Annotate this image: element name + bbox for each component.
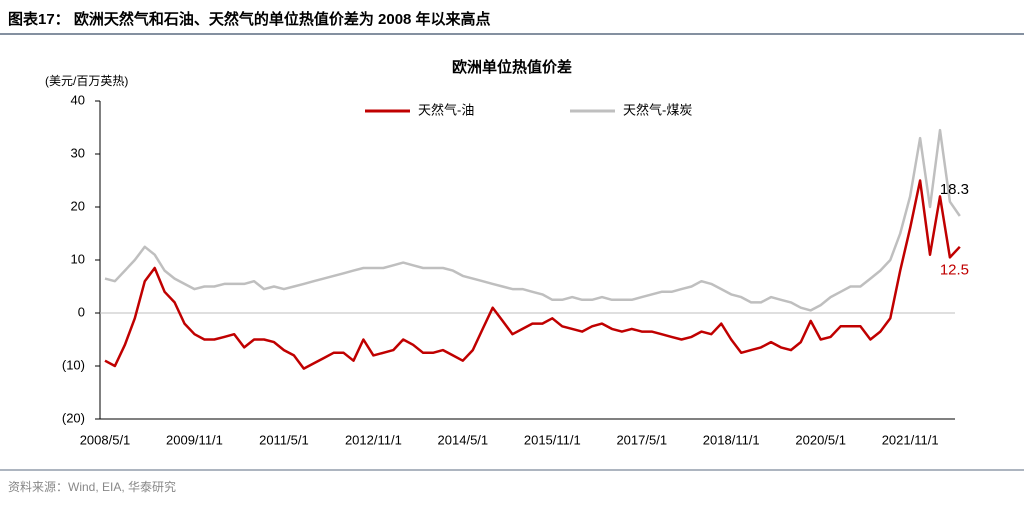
y-tick-label: (10) (62, 357, 85, 372)
annotation: 18.3 (940, 181, 969, 198)
y-tick-label: 10 (71, 251, 85, 266)
annotation: 12.5 (940, 262, 969, 279)
y-axis-label: (美元/百万英热) (45, 74, 128, 88)
x-tick-label: 2008/5/1 (80, 432, 131, 447)
legend-label: 天然气-煤炭 (623, 102, 692, 117)
series-line (104, 179, 961, 370)
y-tick-label: 0 (78, 304, 85, 319)
y-tick-label: 20 (71, 198, 85, 213)
chart-title: 欧洲单位热值价差 (452, 58, 572, 76)
x-tick-label: 2014/5/1 (438, 432, 489, 447)
x-tick-label: 2011/5/1 (259, 432, 309, 447)
x-tick-label: 2009/11/1 (166, 432, 223, 447)
x-tick-label: 2012/11/1 (345, 432, 402, 447)
y-tick-label: (20) (62, 410, 85, 425)
series-line (104, 128, 961, 312)
x-tick-label: 2017/5/1 (616, 432, 667, 447)
y-tick-label: 30 (71, 145, 85, 160)
x-tick-label: 2021/11/1 (882, 432, 939, 447)
x-tick-label: 2015/11/1 (524, 432, 581, 447)
source: 资料来源：Wind, EIA, 华泰研究 (8, 479, 176, 494)
y-tick-label: 40 (71, 92, 85, 107)
x-tick-label: 2018/11/1 (703, 432, 760, 447)
x-tick-label: 2020/5/1 (795, 432, 846, 447)
legend-label: 天然气-油 (418, 102, 474, 117)
header-title: 图表17： 欧洲天然气和石油、天然气的单位热值价差为 2008 年以来高点 (8, 10, 491, 28)
